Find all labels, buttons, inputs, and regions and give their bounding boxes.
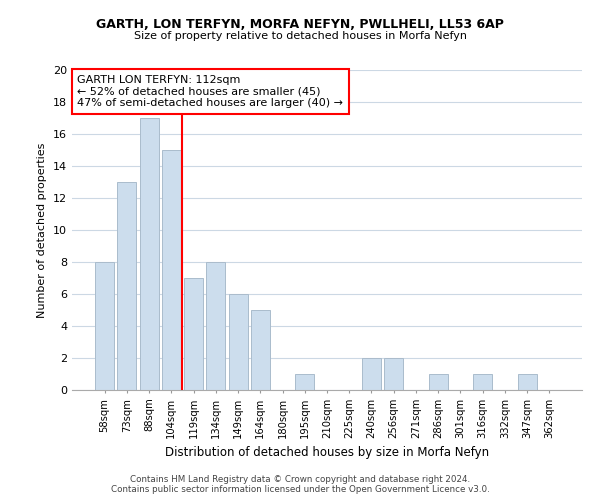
Text: GARTH, LON TERFYN, MORFA NEFYN, PWLLHELI, LL53 6AP: GARTH, LON TERFYN, MORFA NEFYN, PWLLHELI… (96, 18, 504, 30)
Bar (251, 310, 270, 390)
Bar (429, 374, 448, 390)
Bar (295, 374, 314, 390)
Bar (162, 150, 181, 390)
X-axis label: Distribution of detached houses by size in Morfa Nefyn: Distribution of detached houses by size … (165, 446, 489, 460)
Text: Size of property relative to detached houses in Morfa Nefyn: Size of property relative to detached ho… (133, 31, 467, 41)
Bar (362, 358, 381, 390)
Bar (184, 278, 203, 390)
Bar (229, 294, 248, 390)
Bar (140, 118, 158, 390)
Bar (95, 262, 114, 390)
Text: Contains public sector information licensed under the Open Government Licence v3: Contains public sector information licen… (110, 485, 490, 494)
Bar (206, 262, 225, 390)
Bar (518, 374, 536, 390)
Text: GARTH LON TERFYN: 112sqm
← 52% of detached houses are smaller (45)
47% of semi-d: GARTH LON TERFYN: 112sqm ← 52% of detach… (77, 75, 343, 108)
Bar (384, 358, 403, 390)
Text: Contains HM Land Registry data © Crown copyright and database right 2024.: Contains HM Land Registry data © Crown c… (130, 475, 470, 484)
Bar (118, 182, 136, 390)
Bar (473, 374, 492, 390)
Y-axis label: Number of detached properties: Number of detached properties (37, 142, 47, 318)
